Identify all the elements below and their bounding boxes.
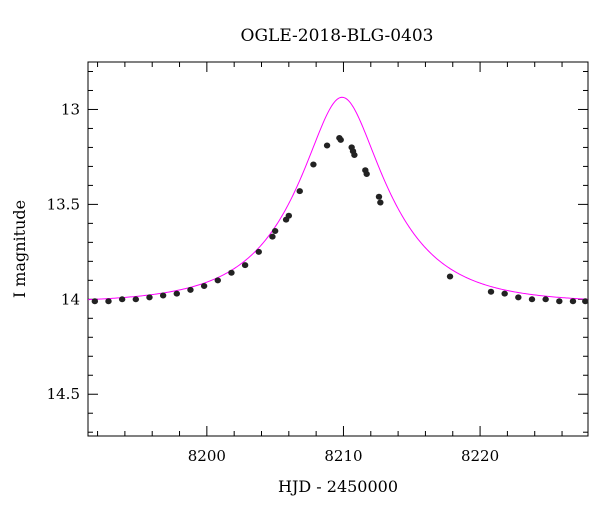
data-point xyxy=(528,296,536,303)
y-tick-label: 14 xyxy=(61,290,80,308)
data-point xyxy=(515,294,522,301)
tick-marks xyxy=(88,62,588,436)
data-point xyxy=(118,296,126,303)
y-tick-label: 13.5 xyxy=(47,195,80,213)
data-point xyxy=(173,290,180,297)
data-point xyxy=(569,298,577,305)
data-point xyxy=(200,283,208,290)
data-point xyxy=(214,277,221,284)
data-point xyxy=(351,152,358,159)
data-point xyxy=(105,298,112,305)
data-point xyxy=(296,188,303,195)
data-point xyxy=(556,298,563,305)
y-tick-label: 13 xyxy=(61,100,80,118)
data-point xyxy=(187,286,194,293)
data-point xyxy=(446,273,454,280)
data-point xyxy=(228,269,235,276)
data-points xyxy=(91,134,589,305)
plot-frame xyxy=(87,61,589,437)
model-curve xyxy=(87,96,589,301)
tick-labels: 8200 8210 8220 13 13.5 14 14.5 xyxy=(47,100,500,465)
data-point xyxy=(501,290,508,297)
data-point xyxy=(271,227,279,234)
y-tick-label: 14.5 xyxy=(47,385,80,403)
x-tick-label: 8220 xyxy=(461,447,499,465)
data-point xyxy=(159,292,167,299)
data-point xyxy=(269,233,276,240)
chart-title: OGLE-2018-BLG-0403 xyxy=(241,26,434,46)
data-point xyxy=(241,262,249,269)
data-point xyxy=(487,288,495,295)
data-point xyxy=(582,298,589,305)
y-axis-label: I magnitude xyxy=(10,200,29,298)
data-point xyxy=(146,294,153,301)
data-point xyxy=(377,199,384,206)
data-point xyxy=(542,296,549,303)
data-point xyxy=(132,296,140,303)
x-tick-label: 8210 xyxy=(324,447,362,465)
data-point xyxy=(285,212,293,219)
data-point xyxy=(363,171,370,178)
data-point xyxy=(91,298,99,305)
x-axis-label: HJD - 2450000 xyxy=(278,477,398,496)
data-point xyxy=(310,161,317,168)
data-point xyxy=(337,136,344,143)
data-point xyxy=(375,193,383,200)
data-point xyxy=(255,248,262,255)
x-tick-label: 8200 xyxy=(188,447,226,465)
data-point xyxy=(323,142,331,149)
